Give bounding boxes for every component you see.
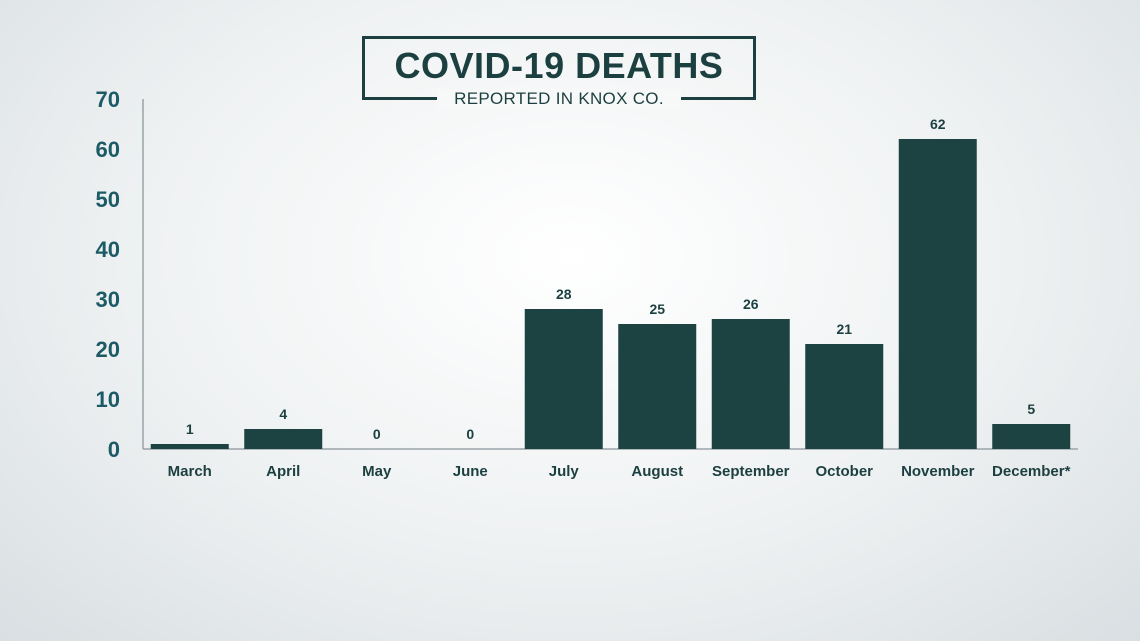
bar bbox=[244, 429, 323, 449]
x-tick-label: September bbox=[712, 463, 790, 480]
x-tick-label: May bbox=[362, 463, 392, 480]
y-tick-label: 30 bbox=[96, 287, 120, 312]
chart-subtitle: REPORTED IN KNOX CO. bbox=[437, 89, 681, 109]
y-tick-label: 40 bbox=[96, 237, 120, 262]
x-tick-label: April bbox=[266, 463, 300, 480]
x-tick-label: November bbox=[901, 463, 975, 480]
y-tick-label: 60 bbox=[96, 137, 120, 162]
data-label: 1 bbox=[186, 421, 194, 437]
bar bbox=[898, 139, 977, 449]
bar bbox=[618, 324, 697, 449]
y-tick-label: 50 bbox=[96, 187, 120, 212]
data-label: 28 bbox=[556, 286, 572, 302]
chart-title: COVID-19 DEATHS bbox=[394, 45, 724, 86]
data-label: 26 bbox=[743, 296, 759, 312]
data-label: 25 bbox=[649, 301, 665, 317]
bar bbox=[711, 319, 790, 449]
data-label: 0 bbox=[466, 426, 474, 442]
x-tick-label: October bbox=[815, 463, 873, 480]
data-label: 4 bbox=[279, 406, 287, 422]
x-tick-label: June bbox=[453, 463, 488, 480]
y-tick-label: 0 bbox=[108, 437, 120, 462]
data-label: 21 bbox=[836, 321, 852, 337]
y-tick-label: 10 bbox=[96, 387, 120, 412]
x-tick-label: December* bbox=[992, 463, 1071, 480]
x-tick-label: March bbox=[168, 463, 212, 480]
y-tick-label: 20 bbox=[96, 337, 120, 362]
x-tick-label: August bbox=[631, 463, 683, 480]
data-label: 5 bbox=[1027, 401, 1035, 417]
data-label: 0 bbox=[373, 426, 381, 442]
bar bbox=[805, 344, 884, 449]
data-labels: 1 4 0 0 28 25 26 21 62 5 bbox=[186, 116, 1036, 442]
y-tick-label: 70 bbox=[96, 87, 120, 112]
bars bbox=[150, 139, 1071, 449]
bar bbox=[150, 444, 229, 449]
data-label: 62 bbox=[930, 116, 946, 132]
bar bbox=[524, 309, 603, 449]
x-tick-label: July bbox=[549, 463, 580, 480]
bar bbox=[992, 424, 1071, 449]
x-axis: March April May June July August September Octo… bbox=[168, 463, 1071, 480]
